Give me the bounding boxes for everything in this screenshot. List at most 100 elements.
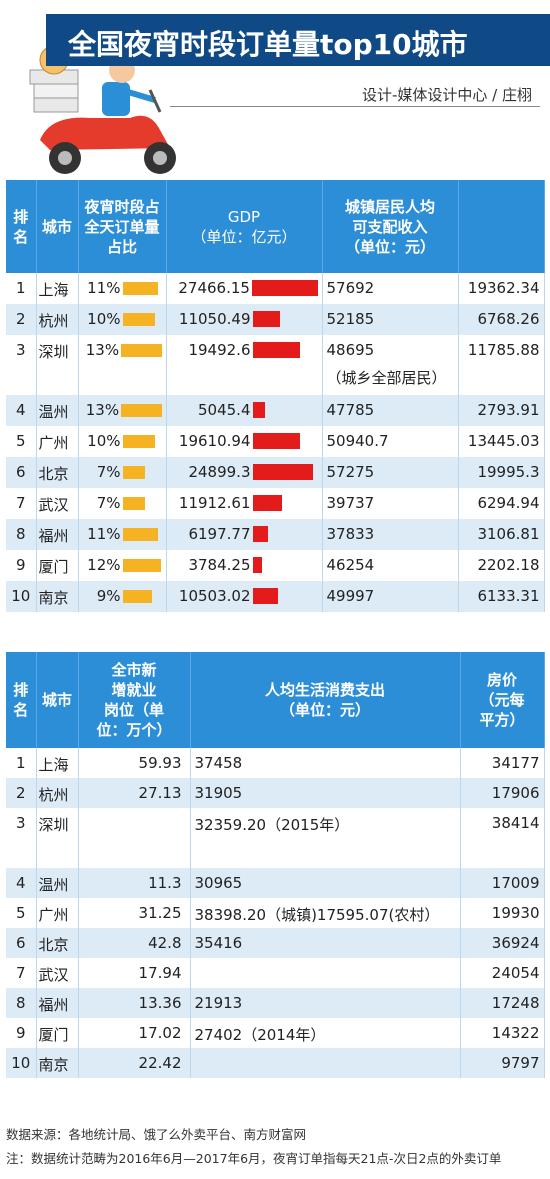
share-bar xyxy=(122,589,152,603)
rank-cell: 10 xyxy=(6,1048,37,1078)
income-cell: 52185 xyxy=(322,304,459,335)
income-value: 49997 xyxy=(326,587,375,605)
table-row: 4 温州 13% 5045.4 47785 2793.91 xyxy=(6,395,545,426)
gdp-value: 6197.77 xyxy=(188,525,251,543)
gdp-value: 10503.02 xyxy=(178,587,251,605)
gdp-bar xyxy=(252,433,300,449)
rank-cell: 5 xyxy=(6,426,37,457)
gdp-cell: 5045.4 xyxy=(166,395,323,426)
new-jobs-cell: 42.8 xyxy=(78,928,191,958)
table-row: 8 福州 11% 6197.77 37833 3106.81 xyxy=(6,519,545,550)
rank-cell: 3 xyxy=(6,808,37,868)
header-jobs-l2: 增就业 xyxy=(111,681,157,699)
share-bar xyxy=(122,496,145,510)
rank-cell: 1 xyxy=(6,273,37,304)
city-cell: 北京 xyxy=(36,457,79,488)
house-price-cell: 34177 xyxy=(460,748,545,778)
gdp-bar xyxy=(252,464,313,480)
spending-cell: 37458 xyxy=(190,748,461,778)
header-extra xyxy=(458,180,545,273)
night-share-cell: 12% xyxy=(78,550,167,581)
city-cell: 厦门 xyxy=(36,1018,79,1048)
share-value: 13% xyxy=(85,401,120,419)
income-cell: 46254 xyxy=(322,550,459,581)
gdp-bar xyxy=(251,280,318,296)
share-bar xyxy=(122,312,155,326)
night-share-cell: 11% xyxy=(78,273,167,304)
income-value: 48695 xyxy=(326,341,375,359)
city-cell: 武汉 xyxy=(36,488,79,519)
share-value: 9% xyxy=(96,587,121,605)
rank-cell: 8 xyxy=(6,988,37,1018)
gdp-value: 19492.6 xyxy=(188,341,251,359)
night-share-cell: 13% xyxy=(78,395,167,426)
night-share-cell: 13% xyxy=(78,335,167,395)
income-cell: 48695 （城乡全部居民） xyxy=(322,335,459,395)
infographic-header: 全国夜宵时段订单量top10城市 设计-媒体设计中心 / 庄栩 xyxy=(0,0,550,180)
spending-cell: 35416 xyxy=(190,928,461,958)
share-value: 7% xyxy=(96,494,121,512)
header-jobs-l4: 位：万个） xyxy=(96,721,172,739)
city-cell: 上海 xyxy=(36,748,79,778)
income-cell: 57275 xyxy=(322,457,459,488)
table-row: 3 深圳 32359.20（2015年） 38414 xyxy=(6,808,545,868)
new-jobs-cell: 11.3 xyxy=(78,868,191,898)
header-income: 城镇居民人均 可支配收入 （单位：元） xyxy=(322,180,459,273)
rank-cell: 7 xyxy=(6,958,37,988)
income-value: 47785 xyxy=(326,401,375,419)
city-cell: 武汉 xyxy=(36,958,79,988)
gdp-value: 19610.94 xyxy=(178,432,251,450)
income-value: 52185 xyxy=(326,310,375,328)
rank-cell: 4 xyxy=(6,395,37,426)
table-row: 5 广州 10% 19610.94 50940.7 13445.03 xyxy=(6,426,545,457)
gdp-value: 3784.25 xyxy=(188,556,251,574)
table-row: 4 温州 11.3 30965 17009 xyxy=(6,868,545,898)
income-value: 37833 xyxy=(326,525,375,543)
rank-cell: 9 xyxy=(6,1018,37,1048)
share-bar xyxy=(121,343,162,357)
gdp-bar xyxy=(252,402,265,418)
gdp-cell: 19610.94 xyxy=(166,426,323,457)
income-cell: 57692 xyxy=(322,273,459,304)
table-row: 7 武汉 17.94 24054 xyxy=(6,958,545,988)
footnote: 注：数据统计范畴为2016年6月—2017年6月，夜宵订单指每天21点-次日2点… xyxy=(6,1151,502,1166)
house-price-cell: 38414 xyxy=(460,808,545,868)
night-share-cell: 10% xyxy=(78,304,167,335)
extra-value-cell: 6294.94 xyxy=(458,488,545,519)
gdp-bar xyxy=(252,495,282,511)
night-share-cell: 7% xyxy=(78,488,167,519)
income-value: 57692 xyxy=(326,279,375,297)
new-jobs-cell: 59.93 xyxy=(78,748,191,778)
table-row: 6 北京 7% 24899.3 57275 19995.3 xyxy=(6,457,545,488)
spending-cell xyxy=(190,1048,461,1078)
city-living-table: 排名 城市 全市新 增就业 岗位（单 位：万个） 人均生活消费支出 （单位：元）… xyxy=(6,652,545,1078)
city-cell: 深圳 xyxy=(36,808,79,868)
table-row: 8 福州 13.36 21913 17248 xyxy=(6,988,545,1018)
header-rank: 排名 xyxy=(6,180,37,273)
share-value: 11% xyxy=(87,525,121,543)
spending-cell: 38398.20（城镇)17595.07(农村） xyxy=(190,898,461,928)
header-city: 城市 xyxy=(36,652,79,748)
header-jobs-l1: 全市新 xyxy=(111,661,157,679)
table-row: 9 厦门 12% 3784.25 46254 2202.18 xyxy=(6,550,545,581)
share-bar xyxy=(122,281,158,295)
share-bar xyxy=(122,434,155,448)
spending-cell: 21913 xyxy=(190,988,461,1018)
new-jobs-cell: 31.25 xyxy=(78,898,191,928)
extra-value-cell: 2793.91 xyxy=(458,395,545,426)
new-jobs-cell: 22.42 xyxy=(78,1048,191,1078)
header-price-l1: 房价 xyxy=(486,671,517,689)
rank-cell: 2 xyxy=(6,304,37,335)
gdp-bar xyxy=(252,588,278,604)
gdp-cell: 27466.15 xyxy=(166,273,323,304)
gdp-value: 27466.15 xyxy=(178,279,250,297)
city-cell: 广州 xyxy=(36,898,79,928)
extra-value-cell: 2202.18 xyxy=(458,550,545,581)
gdp-value: 5045.4 xyxy=(198,401,251,419)
city-cell: 福州 xyxy=(36,519,79,550)
spending-cell: 27402（2014年） xyxy=(190,1018,461,1048)
city-cell: 南京 xyxy=(36,1048,79,1078)
gdp-value: 24899.3 xyxy=(188,463,251,481)
new-jobs-cell xyxy=(78,808,191,868)
house-price-cell: 19930 xyxy=(460,898,545,928)
